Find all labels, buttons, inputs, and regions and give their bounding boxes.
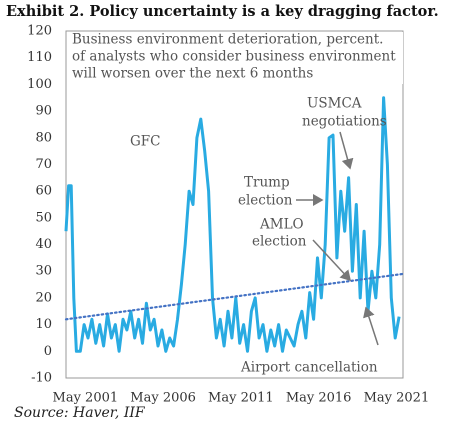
y-tick-label: 20 — [35, 290, 52, 305]
x-tick-label: May 2006 — [130, 391, 196, 406]
y-tick-label: 120 — [27, 24, 52, 39]
annotation: election — [252, 234, 307, 250]
y-tick-label: 80 — [35, 130, 52, 145]
annotation: Trump — [244, 175, 290, 191]
x-tick-label: May 2016 — [286, 391, 352, 406]
trend-line — [64, 272, 405, 321]
y-tick-label: 0 — [44, 344, 52, 359]
plot-frame — [65, 30, 404, 379]
annotation: USMCA — [307, 96, 362, 112]
y-tick-label: 30 — [35, 264, 52, 279]
subtitle: will worsen over the next 6 months — [72, 66, 313, 82]
subtitle: Business environment deterioration, perc… — [72, 32, 383, 48]
y-tick-label: 70 — [35, 157, 52, 172]
y-tick-label: 60 — [35, 184, 52, 199]
subtitle-box — [68, 32, 403, 84]
arrows — [296, 131, 379, 346]
source: Source: Haver, IIF — [14, 405, 146, 421]
annotation: AMLO — [259, 217, 304, 233]
y-tick-label: 40 — [35, 237, 52, 252]
chart-title: Exhibit 2. Policy uncertainty is a key d… — [6, 3, 439, 20]
annotation: Airport cancellation — [240, 360, 378, 376]
x-tick-label: May 2001 — [53, 391, 119, 406]
y-tick-label: 110 — [27, 50, 52, 65]
annotation: GFC — [130, 134, 160, 150]
x-tick-label: May 2021 — [364, 391, 430, 406]
x-tick-label: May 2011 — [208, 391, 274, 406]
y-tick-label: 10 — [35, 317, 52, 332]
y-tick-label: 100 — [27, 77, 52, 92]
y-tick-label: 90 — [35, 104, 52, 119]
y-tick-label: -10 — [31, 371, 52, 386]
annotation: negotiations — [302, 114, 387, 130]
subtitle: of analysts who consider business enviro… — [72, 49, 396, 65]
data-line — [64, 96, 401, 353]
y-tick-label: 50 — [35, 210, 52, 225]
annotation: election — [238, 193, 293, 209]
